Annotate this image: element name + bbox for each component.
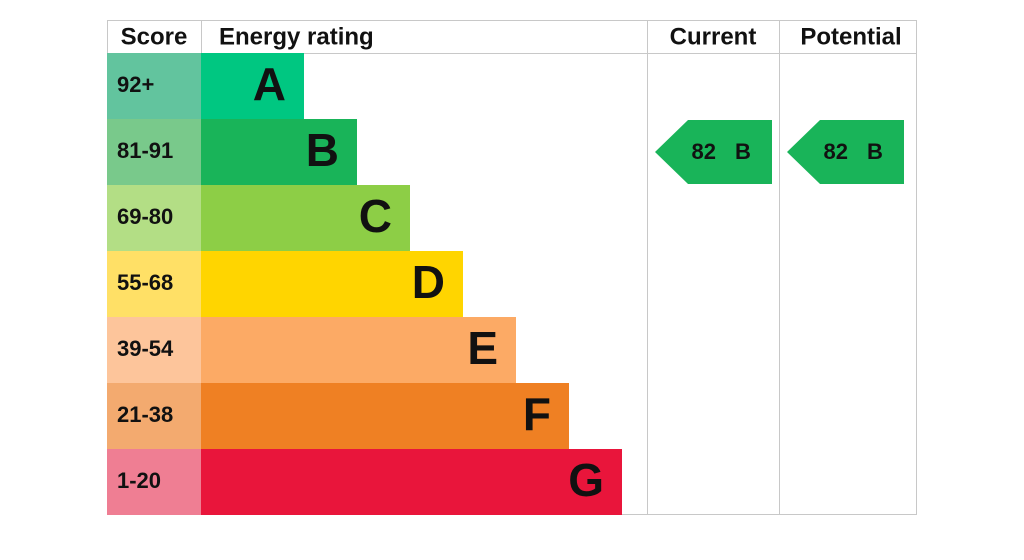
arrow-shape bbox=[787, 120, 904, 184]
rating-letter: A bbox=[253, 58, 286, 110]
header-rating: Energy rating bbox=[219, 23, 374, 50]
score-cell bbox=[107, 251, 201, 317]
rating-bar bbox=[201, 185, 410, 251]
score-label: 92+ bbox=[117, 72, 154, 97]
rating-letter: E bbox=[467, 322, 498, 374]
rating-letter: D bbox=[412, 256, 445, 308]
score-label: 55-68 bbox=[117, 270, 173, 295]
score-label: 81-91 bbox=[117, 138, 173, 163]
rating-bar bbox=[201, 53, 304, 119]
score-cell bbox=[107, 119, 201, 185]
arrow-letter: B bbox=[735, 139, 751, 164]
score-cell bbox=[107, 53, 201, 119]
rating-letter: G bbox=[568, 454, 604, 506]
current-arrow: 82 B bbox=[655, 120, 772, 184]
rating-bar bbox=[201, 119, 357, 185]
arrow-value: 82 bbox=[824, 139, 848, 164]
score-label: 69-80 bbox=[117, 204, 173, 229]
header-potential: Potential bbox=[800, 23, 901, 50]
score-cell bbox=[107, 185, 201, 251]
potential-arrow: 82 B bbox=[787, 120, 904, 184]
score-label: 1-20 bbox=[117, 468, 161, 493]
rating-bar bbox=[201, 383, 569, 449]
rating-bar bbox=[201, 449, 622, 515]
rating-bar bbox=[201, 317, 516, 383]
score-cell bbox=[107, 383, 201, 449]
header-score: Score bbox=[121, 23, 188, 50]
rating-bar bbox=[201, 251, 463, 317]
score-cell bbox=[107, 317, 201, 383]
header-current: Current bbox=[670, 23, 757, 50]
rating-letter: F bbox=[523, 388, 551, 440]
score-label: 21-38 bbox=[117, 402, 173, 427]
arrow-value: 82 bbox=[692, 139, 716, 164]
arrow-letter: B bbox=[867, 139, 883, 164]
arrow-shape bbox=[655, 120, 772, 184]
rating-letter: B bbox=[306, 124, 339, 176]
score-cell bbox=[107, 449, 201, 515]
rating-letter: C bbox=[359, 190, 392, 242]
score-label: 39-54 bbox=[117, 336, 174, 361]
